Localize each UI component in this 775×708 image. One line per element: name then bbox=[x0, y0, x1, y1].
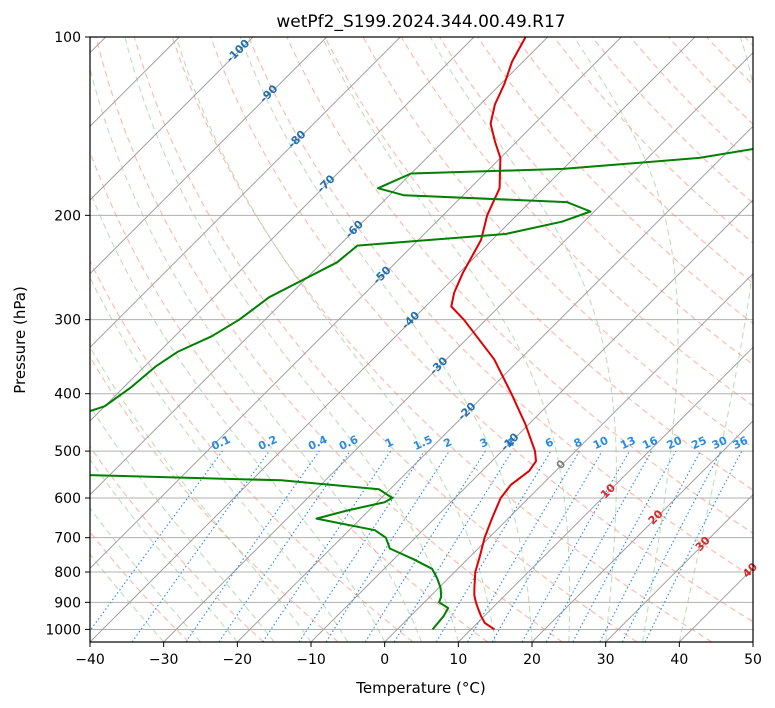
y-tick-label: 700 bbox=[54, 531, 81, 547]
plot-frame bbox=[89, 36, 754, 643]
isotherm-line bbox=[531, 420, 753, 642]
mixing-ratio-label: 30 bbox=[710, 434, 730, 452]
x-tick-label: 40 bbox=[670, 652, 688, 668]
moist-adiabat-line bbox=[90, 66, 423, 642]
y-tick-label: 100 bbox=[54, 30, 81, 46]
dry-adiabat-line bbox=[95, 37, 563, 642]
x-tick-label: −40 bbox=[75, 652, 105, 668]
moist-adiabat-line bbox=[90, 276, 349, 642]
isotherm-line bbox=[90, 37, 328, 275]
mixing-ratio-line bbox=[218, 450, 351, 642]
dry-adiabat-line bbox=[286, 37, 753, 534]
mixing-ratio-line bbox=[185, 450, 320, 642]
mixing-ratio-label: 20 bbox=[665, 434, 685, 452]
moist-adiabat-line bbox=[175, 37, 496, 642]
x-axis-ticks: −40 −30 −20 −10 0 10 20 30 40 50 bbox=[75, 642, 762, 668]
dry-adiabat-line bbox=[90, 356, 339, 642]
y-axis-ticks: 100 200 300 400 500 600 700 800 900 1000 bbox=[45, 30, 90, 638]
y-tick-label: 300 bbox=[54, 313, 81, 329]
mixing-ratio-line bbox=[262, 450, 392, 642]
x-tick-label: 10 bbox=[449, 652, 467, 668]
y-tick-label: 200 bbox=[54, 208, 81, 224]
mixing-ratio-line bbox=[521, 450, 630, 642]
x-axis-label: Temperature (°C) bbox=[355, 679, 485, 697]
mixing-ratio-label: 10 bbox=[591, 434, 611, 452]
x-tick-label: −20 bbox=[223, 652, 253, 668]
isotherm-line bbox=[90, 37, 622, 570]
chart-title: wetPf2_S199.2024.344.00.49.R17 bbox=[276, 12, 565, 32]
moist-adiabat-line bbox=[90, 553, 165, 642]
isotherm-line bbox=[236, 125, 753, 642]
x-tick-label: 30 bbox=[597, 652, 615, 668]
isotherm-line bbox=[90, 37, 549, 496]
mixing-ratio-label: 13 bbox=[618, 434, 637, 452]
isotherm-line bbox=[457, 346, 753, 642]
moist-adiabat-line bbox=[239, 37, 533, 642]
mixing-ratio-line bbox=[545, 450, 653, 642]
dry-adiabat-line bbox=[209, 37, 753, 623]
skewed-isotherms bbox=[90, 37, 753, 642]
isotherm-line bbox=[163, 51, 753, 642]
moist-adiabat-line bbox=[90, 189, 386, 642]
mixing-ratio-lines bbox=[90, 450, 743, 642]
mixing-ratio-line bbox=[325, 450, 450, 642]
moist-adiabat-line bbox=[90, 507, 201, 642]
temperature-profile-line bbox=[450, 37, 537, 631]
mixing-ratio-line bbox=[90, 450, 223, 632]
moist-adiabat-line bbox=[90, 405, 275, 642]
moist-adiabat-line bbox=[90, 458, 238, 642]
isotherm-line bbox=[384, 272, 753, 642]
moist-adiabat-line bbox=[429, 37, 618, 642]
y-tick-label: 500 bbox=[54, 444, 81, 460]
mixing-ratio-line bbox=[393, 450, 513, 642]
isotherm-line bbox=[90, 37, 696, 642]
isotherm-line bbox=[90, 37, 254, 201]
sounding-profiles bbox=[90, 37, 753, 631]
dry-adiabat-line bbox=[324, 37, 753, 491]
mixing-ratio-label: 36 bbox=[731, 434, 751, 452]
mixing-ratio-line bbox=[572, 450, 677, 642]
y-tick-label: 1000 bbox=[45, 622, 81, 638]
isotherm-line bbox=[90, 37, 401, 349]
x-tick-label: 20 bbox=[523, 652, 541, 668]
moist-adiabat-line bbox=[573, 37, 679, 642]
isotherm-line bbox=[90, 37, 475, 422]
dry-adiabat-line bbox=[248, 37, 753, 578]
x-tick-label: −30 bbox=[149, 652, 179, 668]
mixing-ratio-line bbox=[131, 450, 270, 642]
mixing-ratio-label: 25 bbox=[689, 434, 708, 452]
y-axis-label: Pressure (hPa) bbox=[11, 286, 29, 394]
dry-adiabat-line bbox=[90, 445, 264, 642]
dry-adiabat-line bbox=[133, 37, 638, 642]
mixing-ratio-label: 16 bbox=[640, 434, 660, 452]
x-tick-label: −10 bbox=[296, 652, 326, 668]
mixing-ratio-line bbox=[644, 450, 743, 642]
x-tick-label: 50 bbox=[744, 652, 762, 668]
dewpoint-profile-line bbox=[90, 147, 753, 631]
y-tick-label: 400 bbox=[54, 387, 81, 403]
x-tick-label: 0 bbox=[380, 652, 389, 668]
mixing-ratio-line bbox=[298, 450, 425, 642]
plot-area bbox=[90, 37, 753, 642]
y-tick-label: 800 bbox=[54, 565, 81, 581]
y-tick-label: 600 bbox=[54, 491, 81, 507]
moist-adiabat-line bbox=[678, 37, 753, 642]
dry-adiabat-line bbox=[90, 259, 414, 642]
y-tick-label: 900 bbox=[54, 595, 81, 611]
moist-adiabat-line bbox=[321, 37, 571, 642]
isotherm-line bbox=[605, 493, 753, 642]
moist-adiabat-line bbox=[124, 37, 459, 642]
isotherm-line bbox=[310, 199, 753, 642]
dry-adiabat-line bbox=[515, 37, 753, 284]
